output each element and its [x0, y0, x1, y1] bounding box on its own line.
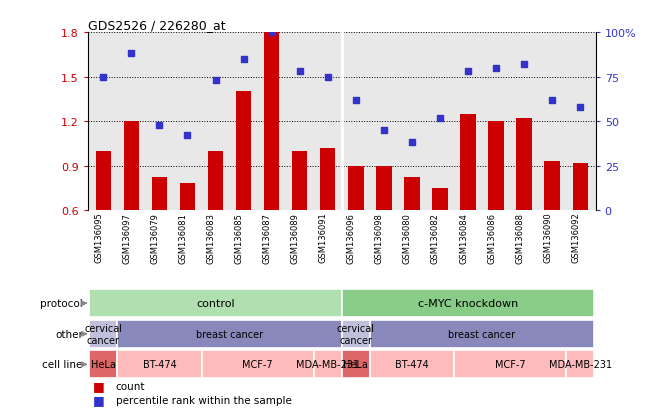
- Text: GSM136081: GSM136081: [178, 212, 187, 263]
- Point: [238, 56, 249, 63]
- Bar: [342, 290, 594, 318]
- Bar: [208, 152, 223, 211]
- Point: [98, 74, 109, 81]
- Text: GSM136090: GSM136090: [543, 212, 552, 263]
- Point: [379, 127, 389, 134]
- Bar: [370, 351, 454, 379]
- Text: GSM136091: GSM136091: [319, 212, 327, 263]
- Text: GSM136096: GSM136096: [347, 212, 356, 263]
- Text: GSM136086: GSM136086: [487, 212, 496, 263]
- Bar: [264, 33, 279, 211]
- Text: GSM136098: GSM136098: [375, 212, 384, 263]
- Text: GSM136083: GSM136083: [206, 212, 215, 263]
- Bar: [370, 320, 594, 348]
- Text: GSM136079: GSM136079: [150, 212, 159, 263]
- Point: [435, 115, 445, 121]
- Text: cell line: cell line: [42, 360, 83, 370]
- Text: GSM136095: GSM136095: [94, 212, 104, 263]
- Text: BT-474: BT-474: [395, 360, 429, 370]
- Point: [322, 74, 333, 81]
- Text: BT-474: BT-474: [143, 360, 176, 370]
- Bar: [152, 178, 167, 211]
- Bar: [96, 152, 111, 211]
- Bar: [314, 351, 342, 379]
- Text: GSM136097: GSM136097: [122, 212, 132, 263]
- Bar: [89, 320, 117, 348]
- Text: GSM136092: GSM136092: [571, 212, 580, 263]
- Bar: [320, 148, 335, 211]
- Text: GSM136087: GSM136087: [262, 212, 271, 263]
- Text: percentile rank within the sample: percentile rank within the sample: [116, 395, 292, 405]
- Text: HeLa: HeLa: [343, 360, 368, 370]
- Point: [294, 69, 305, 76]
- Text: cervical
cancer: cervical cancer: [85, 323, 122, 345]
- Bar: [348, 166, 363, 211]
- Point: [266, 30, 277, 36]
- Point: [547, 97, 557, 104]
- Bar: [292, 152, 307, 211]
- Text: breast cancer: breast cancer: [196, 329, 263, 339]
- Text: GSM136080: GSM136080: [403, 212, 412, 263]
- Bar: [180, 184, 195, 211]
- Text: HeLa: HeLa: [91, 360, 116, 370]
- Text: control: control: [196, 299, 235, 309]
- Text: c-MYC knockdown: c-MYC knockdown: [418, 299, 518, 309]
- Text: protocol: protocol: [40, 299, 83, 309]
- Point: [407, 140, 417, 147]
- Text: MDA-MB-231: MDA-MB-231: [549, 360, 612, 370]
- Bar: [460, 114, 476, 211]
- Text: count: count: [116, 381, 145, 391]
- Bar: [432, 188, 448, 211]
- Point: [210, 78, 221, 84]
- Text: ■: ■: [93, 380, 105, 392]
- Bar: [544, 162, 560, 211]
- Bar: [236, 92, 251, 211]
- Text: GSM136084: GSM136084: [459, 212, 468, 263]
- Text: GSM136082: GSM136082: [431, 212, 440, 263]
- Bar: [117, 320, 342, 348]
- Bar: [454, 351, 566, 379]
- Point: [351, 97, 361, 104]
- Point: [491, 65, 501, 72]
- Text: GSM136088: GSM136088: [515, 212, 524, 263]
- Bar: [488, 122, 504, 211]
- Text: GDS2526 / 226280_at: GDS2526 / 226280_at: [88, 19, 225, 32]
- Text: MDA-MB-231: MDA-MB-231: [296, 360, 359, 370]
- Text: GSM136085: GSM136085: [234, 212, 243, 263]
- Bar: [124, 122, 139, 211]
- Text: MCF-7: MCF-7: [495, 360, 525, 370]
- Bar: [342, 351, 370, 379]
- Bar: [376, 166, 391, 211]
- Bar: [89, 290, 342, 318]
- Bar: [202, 351, 314, 379]
- Bar: [89, 351, 117, 379]
- Point: [182, 133, 193, 139]
- Point: [575, 104, 585, 111]
- Text: other: other: [55, 329, 83, 339]
- Text: GSM136089: GSM136089: [291, 212, 299, 263]
- Point: [126, 51, 137, 58]
- Bar: [117, 351, 202, 379]
- Point: [463, 69, 473, 76]
- Point: [519, 62, 529, 68]
- Bar: [516, 119, 532, 211]
- Bar: [572, 163, 588, 211]
- Bar: [342, 320, 370, 348]
- Point: [154, 122, 165, 129]
- Text: ■: ■: [93, 393, 105, 406]
- Text: breast cancer: breast cancer: [449, 329, 516, 339]
- Text: cervical
cancer: cervical cancer: [337, 323, 375, 345]
- Text: MCF-7: MCF-7: [242, 360, 273, 370]
- Bar: [404, 178, 420, 211]
- Bar: [566, 351, 594, 379]
